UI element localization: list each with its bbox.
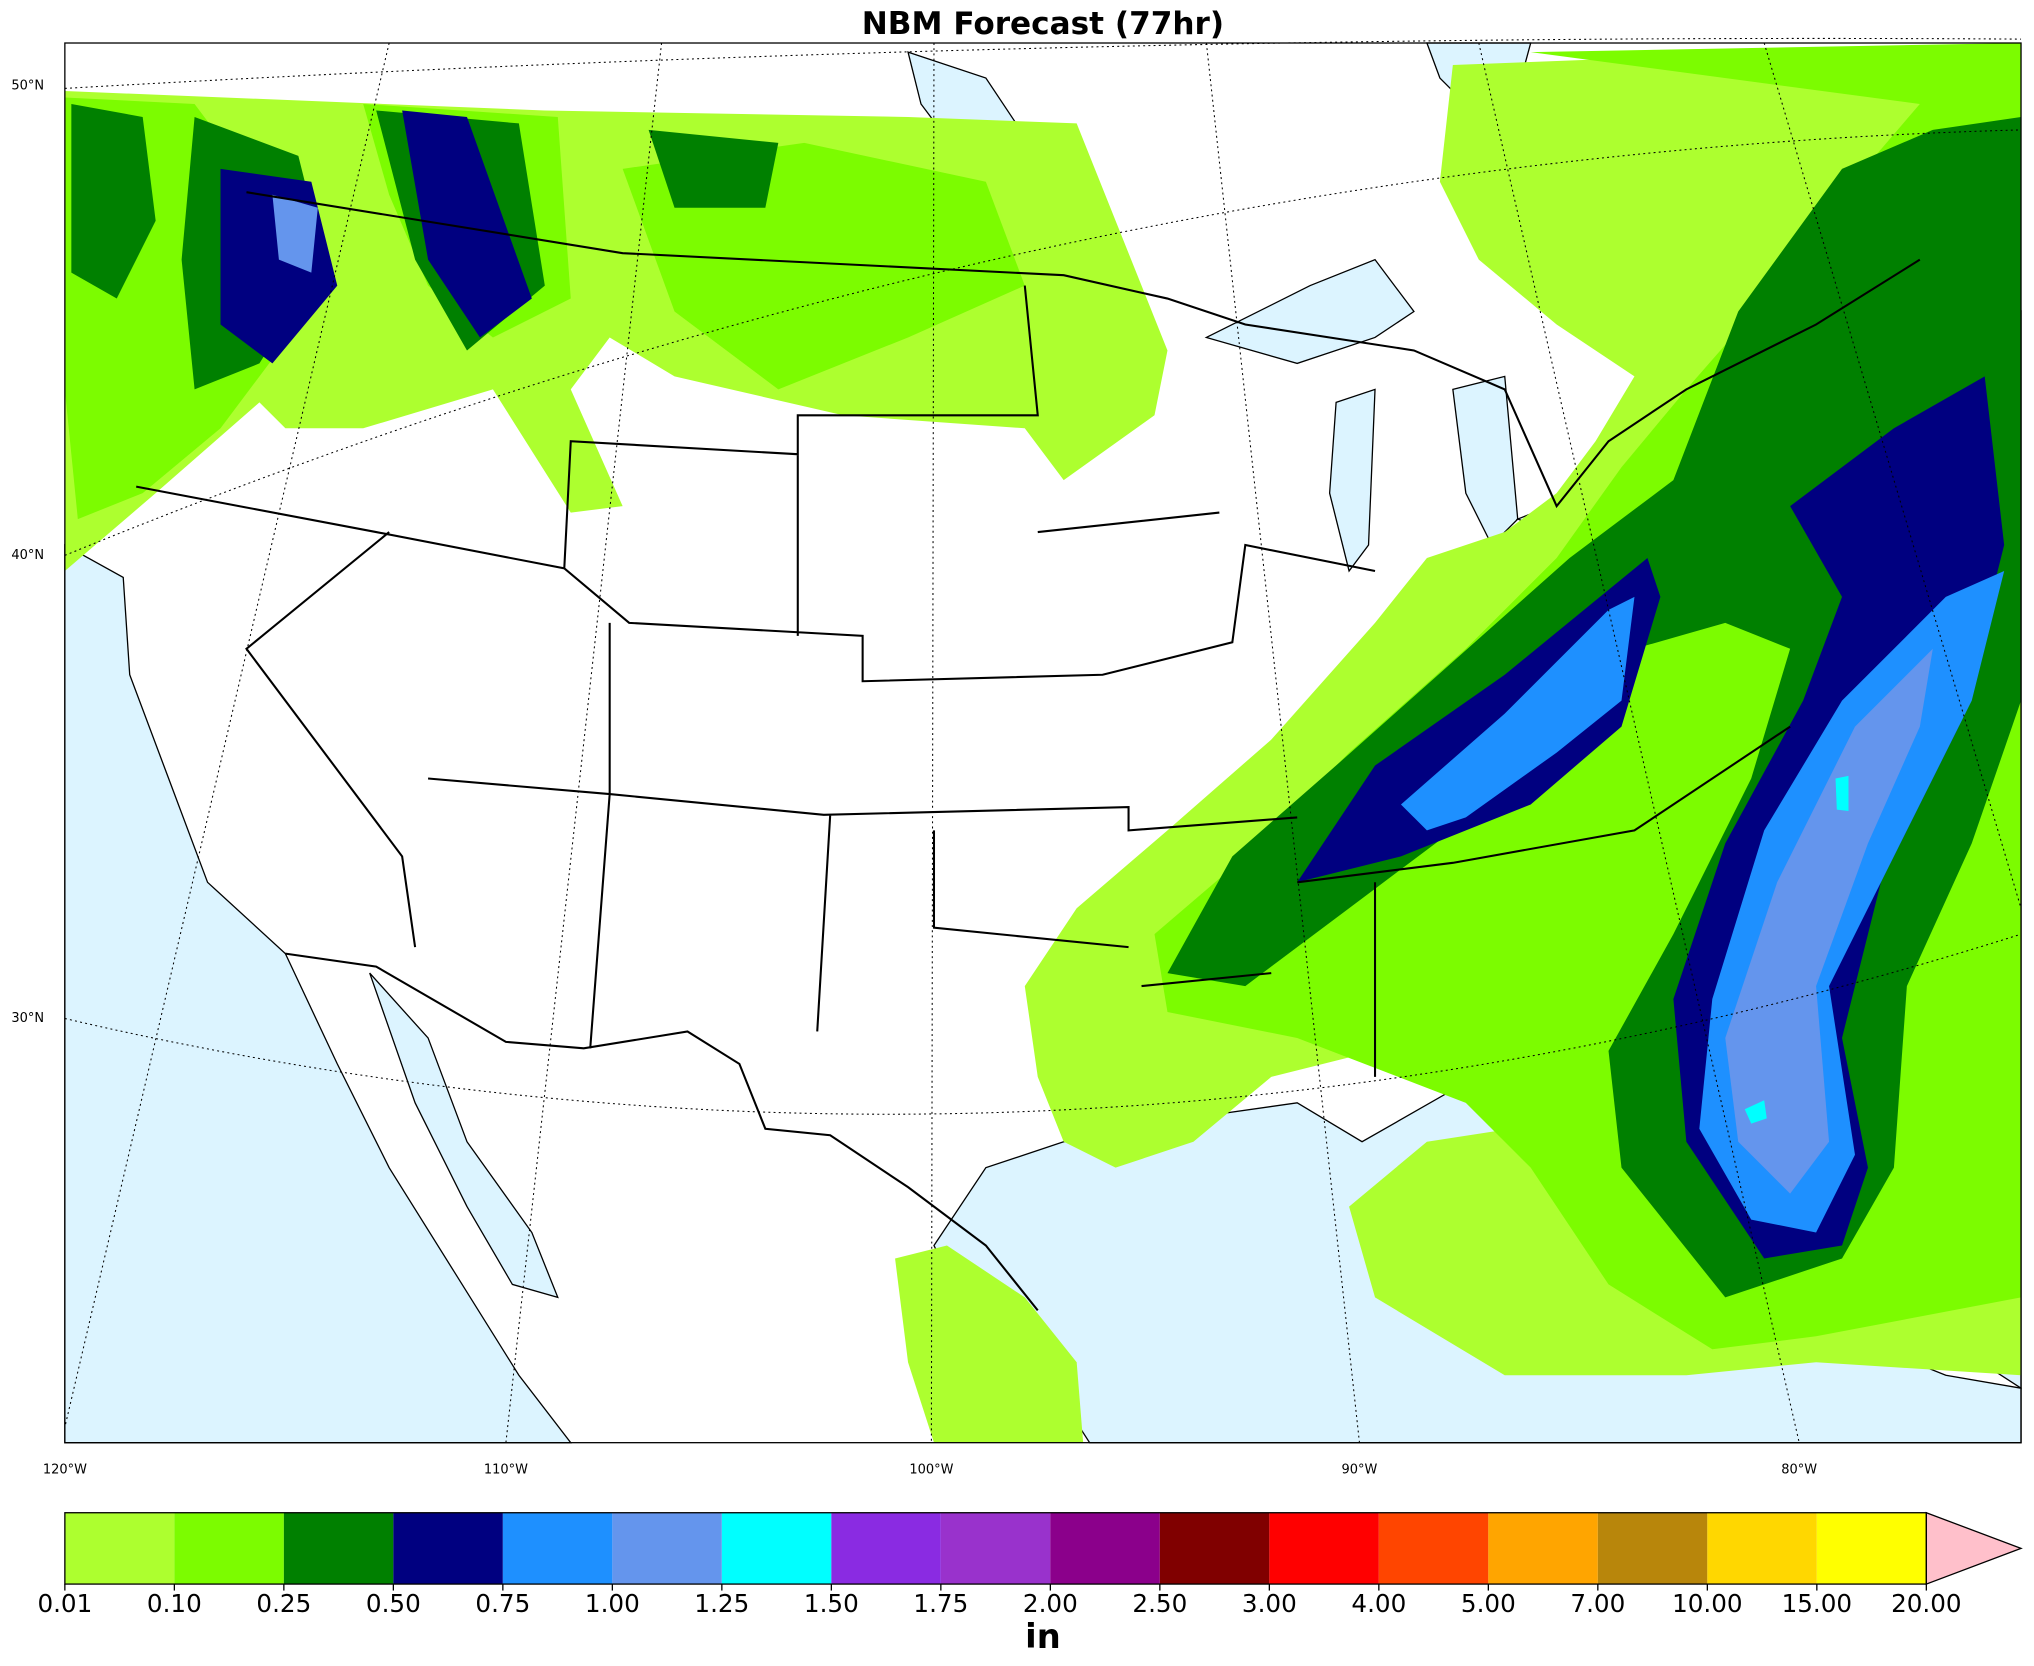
colorbar-bin — [393, 1512, 503, 1585]
colorbar-bin — [1050, 1512, 1160, 1585]
lon-labels: 120°W 110°W 100°W 90°W 80°W — [43, 1462, 1817, 1477]
colorbar-tick-label: 0.75 — [475, 1589, 530, 1618]
colorbar-tick-label: 1.25 — [694, 1589, 749, 1618]
graticule — [64, 37, 2022, 1443]
lon-label: 120°W — [43, 1462, 87, 1477]
colorbar-bin — [940, 1512, 1051, 1585]
colorbar-bin — [1378, 1512, 1489, 1585]
precip-area — [272, 194, 1933, 1194]
colorbar-bin — [283, 1512, 394, 1585]
colorbar-bin — [1597, 1512, 1708, 1585]
lat-label: 50°N — [11, 78, 44, 93]
colorbar-bin — [831, 1512, 941, 1585]
lon-label: 110°W — [484, 1462, 528, 1477]
colorbar-bin — [612, 1512, 722, 1585]
colorbar-tick-label: 0.01 — [37, 1589, 92, 1618]
great-lakes — [1204, 258, 1636, 573]
lon-label: 90°W — [1342, 1462, 1378, 1477]
colorbar-bin — [174, 1512, 284, 1585]
lon-label: 80°W — [1781, 1462, 1817, 1477]
colorbar-bin — [1488, 1512, 1598, 1585]
colorbar-tick-label: 10.00 — [1672, 1589, 1742, 1618]
map-title: NBM Forecast (77hr) — [862, 6, 1224, 42]
lon-label: 100°W — [909, 1462, 953, 1477]
colorbar-bin — [1707, 1512, 1817, 1585]
colorbar-tick-label: 5.00 — [1461, 1589, 1516, 1618]
colorbar-outline — [64, 1512, 1927, 1585]
colorbar-label: in — [1025, 1617, 1061, 1656]
colorbar-tick-label: 2.00 — [1023, 1589, 1078, 1618]
colorbar-bin — [721, 1512, 832, 1585]
colorbar-tick-label: 0.50 — [366, 1589, 421, 1618]
colorbar-extend — [1925, 1511, 2023, 1586]
precip-area — [64, 43, 2022, 1350]
colorbar-tick-label: 0.10 — [147, 1589, 202, 1618]
precip-area — [895, 1245, 1084, 1443]
colorbar-tick-label: 1.50 — [804, 1589, 859, 1618]
colorbar-tick-label: 2.50 — [1132, 1589, 1187, 1618]
colorbar: 0.01 0.10 0.25 0.50 0.75 1.00 1.25 1.50 1.75 2.00… — [37, 1511, 2023, 1618]
lat-label: 40°N — [11, 548, 44, 563]
colorbar-tick-label: 4.00 — [1351, 1589, 1406, 1618]
map-outline — [64, 42, 2022, 1444]
lat-label: 30°N — [11, 1011, 44, 1026]
colorbar-bin — [1269, 1512, 1379, 1585]
map — [64, 37, 2022, 1444]
colorbar-tick-label: 1.75 — [913, 1589, 968, 1618]
state-borders — [136, 285, 1791, 1077]
lat-labels: 50°N 40°N 30°N — [11, 78, 44, 1026]
colorbar-tick-label: 1.00 — [585, 1589, 640, 1618]
colorbar-bin — [502, 1512, 613, 1585]
country-border — [246, 191, 1921, 1312]
colorbar-tick-label: 15.00 — [1782, 1589, 1852, 1618]
gulf-of-california — [369, 972, 559, 1299]
colorbar-tick-label: 7.00 — [1570, 1589, 1625, 1618]
colorbar-tick-label: 20.00 — [1891, 1589, 1961, 1618]
colorbar-bin — [1816, 1512, 1927, 1585]
colorbar-tick-label: 3.00 — [1242, 1589, 1297, 1618]
colorbar-bin — [1159, 1512, 1270, 1585]
colorbar-tick-label: 0.25 — [256, 1589, 311, 1618]
colorbar-bin — [64, 1512, 175, 1585]
